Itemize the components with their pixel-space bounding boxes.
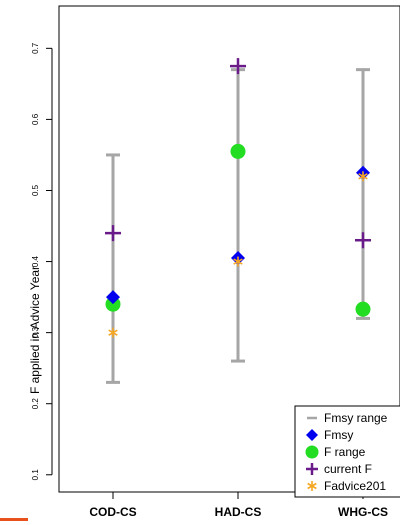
y-axis: 0.1 0.2 0.3 0.4 0.5 0.6 0.7 [31, 42, 53, 481]
fmsy-ranges [106, 68, 370, 384]
point-fadvice201-arm [233, 258, 243, 265]
point-current-f [105, 225, 121, 242]
point-f-range [355, 301, 371, 317]
point-fmsy [106, 290, 120, 305]
x-tick-label: HAD-CS [215, 505, 262, 519]
legend: Fmsy range Fmsy F range current F Fadvice201 [294, 405, 400, 498]
point-f-range [230, 143, 246, 159]
legend-swatch [306, 463, 318, 475]
legend-swatch [305, 445, 319, 459]
data-markers [105, 58, 371, 338]
legend-label: Fadvice201 [324, 479, 386, 493]
point-current-f [230, 58, 246, 75]
point-f-range [105, 296, 121, 312]
point-fadvice201 [233, 256, 243, 267]
x-tick-label: WHG-CS [338, 505, 388, 519]
legend-swatch [306, 429, 318, 441]
point-fadvice201 [358, 171, 368, 182]
legend-label: current F [324, 462, 372, 476]
accent-bar [0, 518, 28, 521]
x-tick-label: COD-CS [89, 505, 136, 519]
y-tick-label: 0.4 [31, 255, 40, 267]
legend-swatch [307, 481, 317, 491]
y-tick-label: 0.1 [31, 469, 40, 481]
y-tick-label: 0.2 [31, 398, 40, 410]
legend-label: F range [324, 445, 366, 459]
legend-label: Fmsy [324, 428, 353, 442]
point-current-f [355, 232, 371, 249]
y-tick-label: 0.6 [31, 113, 40, 125]
y-tick-label: 0.3 [31, 327, 40, 339]
point-fadvice201-arm [358, 173, 368, 180]
legend-swatch-arm [307, 482, 317, 490]
y-axis-label: F applied in Advice Year [28, 266, 42, 394]
plot-frame [58, 5, 400, 493]
legend-label: Fmsy range [324, 411, 388, 425]
point-fadvice201 [108, 327, 118, 338]
point-fadvice201-arm [108, 329, 118, 336]
x-axis: COD-CS HAD-CS WHG-CS [89, 492, 388, 519]
y-tick-label: 0.5 [31, 184, 40, 196]
y-tick-label: 0.7 [31, 42, 40, 54]
